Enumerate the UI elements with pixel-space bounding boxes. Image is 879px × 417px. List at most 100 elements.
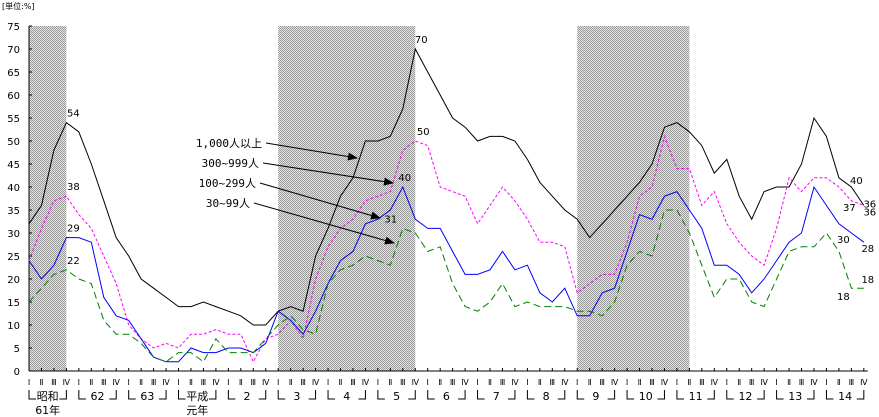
data-label: 50 [417,127,430,138]
quarter-label: Ⅲ [251,378,257,387]
quarter-label: Ⅱ [388,378,392,387]
y-tick-label: 35 [7,206,20,217]
quarter-label: Ⅳ [611,378,619,387]
year-bracket-left [78,390,86,400]
year-bracket-left [277,390,286,400]
quarter-label: Ⅰ [576,378,578,387]
data-label: 31 [384,214,397,225]
year-bracket-left [626,390,635,400]
legend-arrow-1 [262,162,394,186]
data-label: 36 [863,207,876,218]
year-bracket-left [776,390,784,400]
y-tick-label: 55 [7,114,20,125]
quarter-label: Ⅳ [162,378,170,387]
data-label: 29 [67,224,80,235]
quarter-label: Ⅳ [262,378,270,387]
year-bracket-right [707,390,715,400]
quarter-label: Ⅱ [139,378,143,387]
year-bracket-right [208,390,217,400]
legend-label-0: 1,000人以上 [196,137,262,150]
quarter-label: Ⅳ [312,378,320,387]
year-bracket-right [458,390,466,400]
y-tick-label: 20 [7,275,20,286]
year-label: 8 [543,390,550,403]
series-line-2 [28,185,865,363]
year-label: 昭和 [37,390,59,403]
year-label: 62 [91,390,105,403]
year-bracket-right [408,390,416,400]
quarter-label: Ⅲ [300,378,306,387]
data-label: 37 [843,203,856,214]
quarter-label: Ⅰ [327,378,329,387]
year-label: 平成 [186,390,208,403]
quarter-label: Ⅲ [550,378,556,387]
year-label: 11 [689,390,703,403]
data-labels: 54 38 29 22 70 50 40 31 40 36 37 36 30 28 18 18 [67,35,876,303]
quarter-label: Ⅲ [699,378,705,387]
legend-label-3: 30~99人 [206,197,250,210]
year-label: 10 [639,390,653,403]
data-label: 18 [837,292,850,303]
data-label: 18 [861,275,874,286]
quarter-label: Ⅱ [89,378,93,387]
data-label: 70 [415,35,428,46]
quarter-label: Ⅰ [128,378,130,387]
quarter-label: Ⅱ [837,378,841,387]
quarter-label: Ⅲ [849,378,855,387]
quarter-label: Ⅳ [63,378,71,387]
y-tick-label: 10 [7,321,20,332]
data-label: 38 [67,182,80,193]
series-line-0 [28,47,865,326]
shaded-periods [29,26,690,371]
legend-label-1: 300~999人 [202,157,259,170]
quarter-label: Ⅰ [775,378,777,387]
y-tick-label: 75 [7,22,20,33]
year-bracket-right [757,390,765,400]
year-label: 6 [443,390,450,403]
quarter-label: Ⅰ [825,378,827,387]
quarter-label: Ⅰ [526,378,528,387]
year-bracket-left [327,390,336,400]
y-tick-label: 5 [14,344,20,355]
year-bracket-left [676,390,684,400]
quarter-label: Ⅰ [177,378,179,387]
quarter-label: Ⅱ [239,378,243,387]
data-label: 28 [861,244,874,255]
quarter-label: Ⅰ [476,378,478,387]
quarter-label: Ⅳ [461,378,469,387]
legend-arrow-2 [259,182,381,220]
year-bracket-left [825,390,834,400]
quarter-label: Ⅱ [39,378,43,387]
year-label: 9 [592,390,599,403]
quarter-label: Ⅰ [377,378,379,387]
y-tick-label: 25 [7,252,20,263]
quarter-label: Ⅳ [760,378,768,387]
quarter-label: Ⅱ [737,378,741,387]
year-bracket-left [178,390,186,400]
quarter-label: Ⅳ [661,378,669,387]
quarter-label: Ⅰ [676,378,678,387]
quarter-label: Ⅳ [212,378,220,387]
year-bracket-left [576,390,585,400]
y-tick-label: 60 [7,91,20,102]
quarter-label: Ⅲ [201,378,207,387]
legend-arrow-0 [265,142,358,161]
data-label: 36 [863,199,876,210]
year-bracket-left [427,390,435,400]
year-bracket-right [159,390,167,400]
quarter-label: Ⅲ [500,378,506,387]
data-label: 54 [67,109,80,120]
data-label: 40 [850,176,863,187]
legend-label-2: 100~299人 [199,177,256,190]
y-tick-label: 65 [7,68,20,79]
quarter-label: Ⅲ [151,378,157,387]
year-bracket-right [806,390,815,400]
year-label: 63 [140,390,154,403]
quarter-label: Ⅲ [599,378,605,387]
quarter-label: Ⅲ [101,378,107,387]
year-bracket-left [28,390,36,400]
quarter-label: Ⅳ [711,378,719,387]
y-tick-label: 30 [7,229,20,240]
